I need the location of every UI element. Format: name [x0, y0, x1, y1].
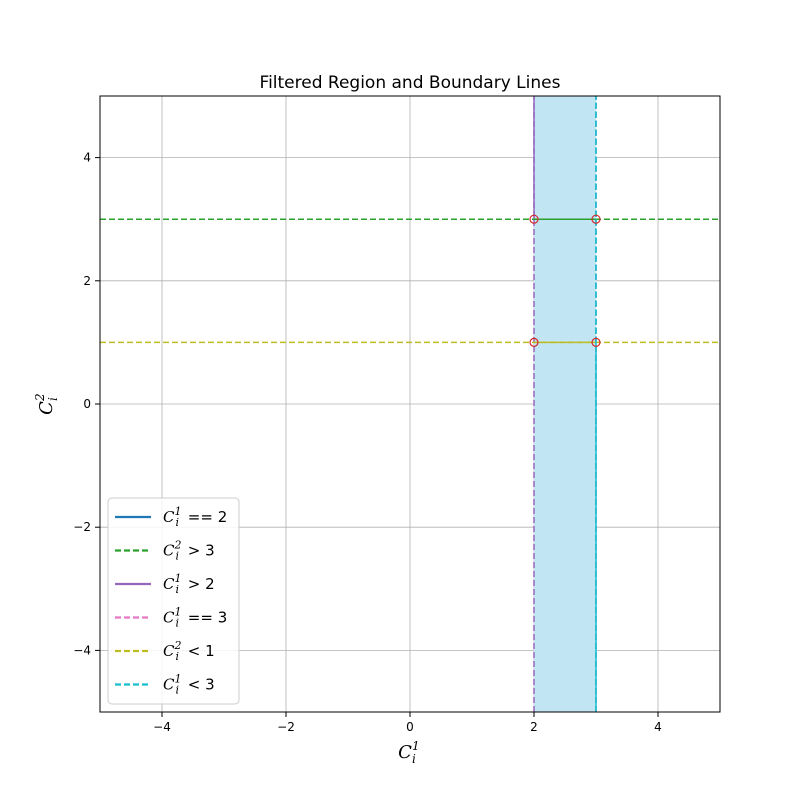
- x-tick-label: 2: [530, 720, 538, 734]
- x-tick-label: −2: [277, 720, 295, 734]
- legend-box: [107, 497, 240, 705]
- x-axis-label: C 1i: [398, 739, 420, 766]
- legend-label: C2 i < 1: [163, 639, 215, 663]
- x-tick-label: 4: [654, 720, 662, 734]
- axis-label-sub: i: [46, 397, 60, 401]
- axis-label-sup: 1: [412, 739, 420, 753]
- axis-label-sup: 2: [33, 393, 47, 402]
- y-axis-label: C2 i: [33, 393, 60, 415]
- x-tick-label: −4: [153, 720, 171, 734]
- axis-label-base: C: [398, 742, 412, 763]
- legend-label: C1 i == 2: [163, 505, 227, 529]
- axis-math-label: C2 i: [33, 393, 60, 415]
- legend-label: C1 i < 3: [163, 673, 215, 697]
- axis-label-base: C: [36, 401, 57, 415]
- x-tick-label: 0: [406, 720, 414, 734]
- shaded-region: [534, 96, 596, 712]
- intersection-point: [591, 214, 601, 224]
- chart-title: Filtered Region and Boundary Lines: [260, 73, 561, 93]
- y-tick-label: 0: [83, 397, 91, 411]
- legend-label: C2 i > 3: [163, 539, 215, 563]
- y-tick-label: −4: [73, 643, 91, 657]
- y-tick-label: 2: [83, 274, 91, 288]
- axis-math-label: C 1i: [398, 739, 420, 766]
- legend-label: C1 i == 3: [163, 606, 227, 630]
- y-tick-label: 4: [83, 151, 91, 165]
- plot-area: −4 −2 0 2 4 −4 −2 0 2 4: [73, 95, 721, 734]
- intersection-point: [591, 337, 601, 347]
- legend: C1 i == 2 C2 i > 3 C1 i > 2 C1 i == 3 C2 i < 1 C1 i…: [107, 497, 240, 705]
- y-tick-label: −2: [73, 520, 91, 534]
- legend-label: C1 i > 2: [163, 572, 215, 596]
- intersection-point: [529, 337, 539, 347]
- axis-label-sub: i: [412, 752, 416, 766]
- intersection-point: [529, 214, 539, 224]
